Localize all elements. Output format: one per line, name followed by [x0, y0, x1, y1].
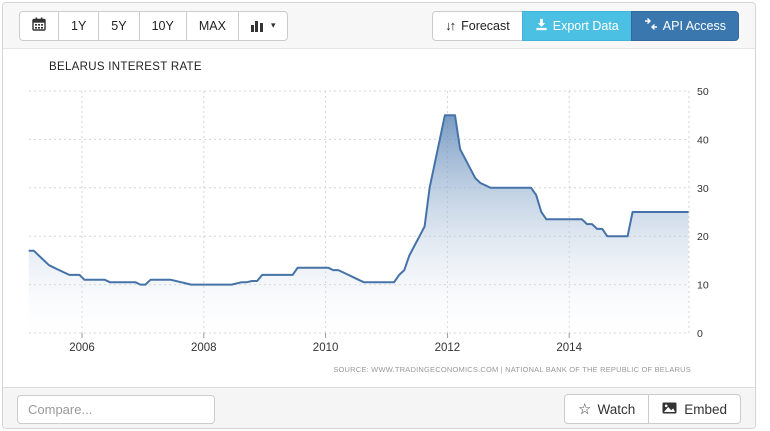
x-tick-label: 2008 — [191, 342, 217, 354]
source-attribution: SOURCE: WWW.TRADINGECONOMICS.COM | NATIO… — [333, 365, 691, 374]
picture-icon — [662, 402, 677, 417]
exchange-arrows-icon — [644, 18, 658, 33]
api-access-label: API Access — [662, 18, 726, 33]
chart-type-dropdown-button[interactable]: ▾ — [237, 10, 289, 41]
forecast-button[interactable]: ↓↑ Forecast — [432, 10, 523, 41]
star-icon: ☆ — [578, 401, 592, 418]
y-tick-label: 20 — [697, 231, 709, 243]
range-label-1y: 1Y — [71, 18, 87, 33]
range-button-max[interactable]: MAX — [185, 10, 239, 41]
chart-title: BELARUS INTEREST RATE — [49, 61, 202, 73]
y-tick-label: 30 — [697, 183, 709, 195]
action-button-group: ↓↑ Forecast Export Data — [432, 10, 739, 41]
embed-button[interactable]: Embed — [648, 394, 741, 424]
x-tick-label: 2012 — [435, 342, 461, 354]
bar-chart-icon — [250, 20, 263, 32]
area-fill — [28, 115, 689, 333]
chevron-down-icon: ▾ — [270, 20, 276, 30]
chart-widget-card: 1Y 5Y 10Y MAX ▾ ↓↑ Forecast E — [2, 2, 756, 429]
compare-input[interactable] — [17, 394, 215, 424]
y-tick-label: 50 — [697, 86, 709, 98]
range-button-10y[interactable]: 10Y — [138, 10, 187, 41]
watch-button[interactable]: ☆ Watch — [564, 394, 650, 424]
interest-rate-area-chart: 2006 2008 2010 2012 2014 0 10 20 30 40 50 — [28, 86, 709, 354]
chart-panel: BELARUS INTEREST RATE 2006 2008 2010 2012 20… — [3, 49, 755, 387]
y-tick-label: 40 — [697, 134, 709, 146]
footer-button-group: ☆ Watch Embed — [564, 394, 741, 424]
range-button-5y[interactable]: 5Y — [98, 10, 140, 41]
up-down-arrows-icon: ↓↑ — [445, 18, 456, 33]
range-button-group: 1Y 5Y 10Y MAX ▾ — [19, 10, 289, 41]
watch-label: Watch — [597, 401, 636, 417]
top-toolbar: 1Y 5Y 10Y MAX ▾ ↓↑ Forecast E — [3, 3, 755, 49]
range-button-1y[interactable]: 1Y — [58, 10, 100, 41]
x-tick-label: 2010 — [313, 342, 339, 354]
range-label-10y: 10Y — [151, 18, 174, 33]
rate-line — [28, 114, 689, 286]
footer-bar: ☆ Watch Embed — [3, 387, 755, 428]
x-tick-label: 2006 — [69, 342, 95, 354]
embed-label: Embed — [684, 401, 727, 417]
range-label-max: MAX — [198, 18, 226, 33]
x-tick-label: 2014 — [556, 342, 582, 354]
range-label-5y: 5Y — [111, 18, 127, 33]
y-tick-label: 0 — [697, 328, 703, 340]
forecast-label: Forecast — [461, 18, 510, 33]
calendar-icon — [32, 17, 46, 34]
download-icon — [535, 18, 548, 34]
api-access-button[interactable]: API Access — [630, 10, 739, 41]
calendar-button[interactable] — [19, 10, 59, 41]
y-tick-label: 10 — [697, 280, 709, 292]
export-data-button[interactable]: Export Data — [521, 10, 632, 41]
export-data-label: Export Data — [552, 18, 619, 33]
